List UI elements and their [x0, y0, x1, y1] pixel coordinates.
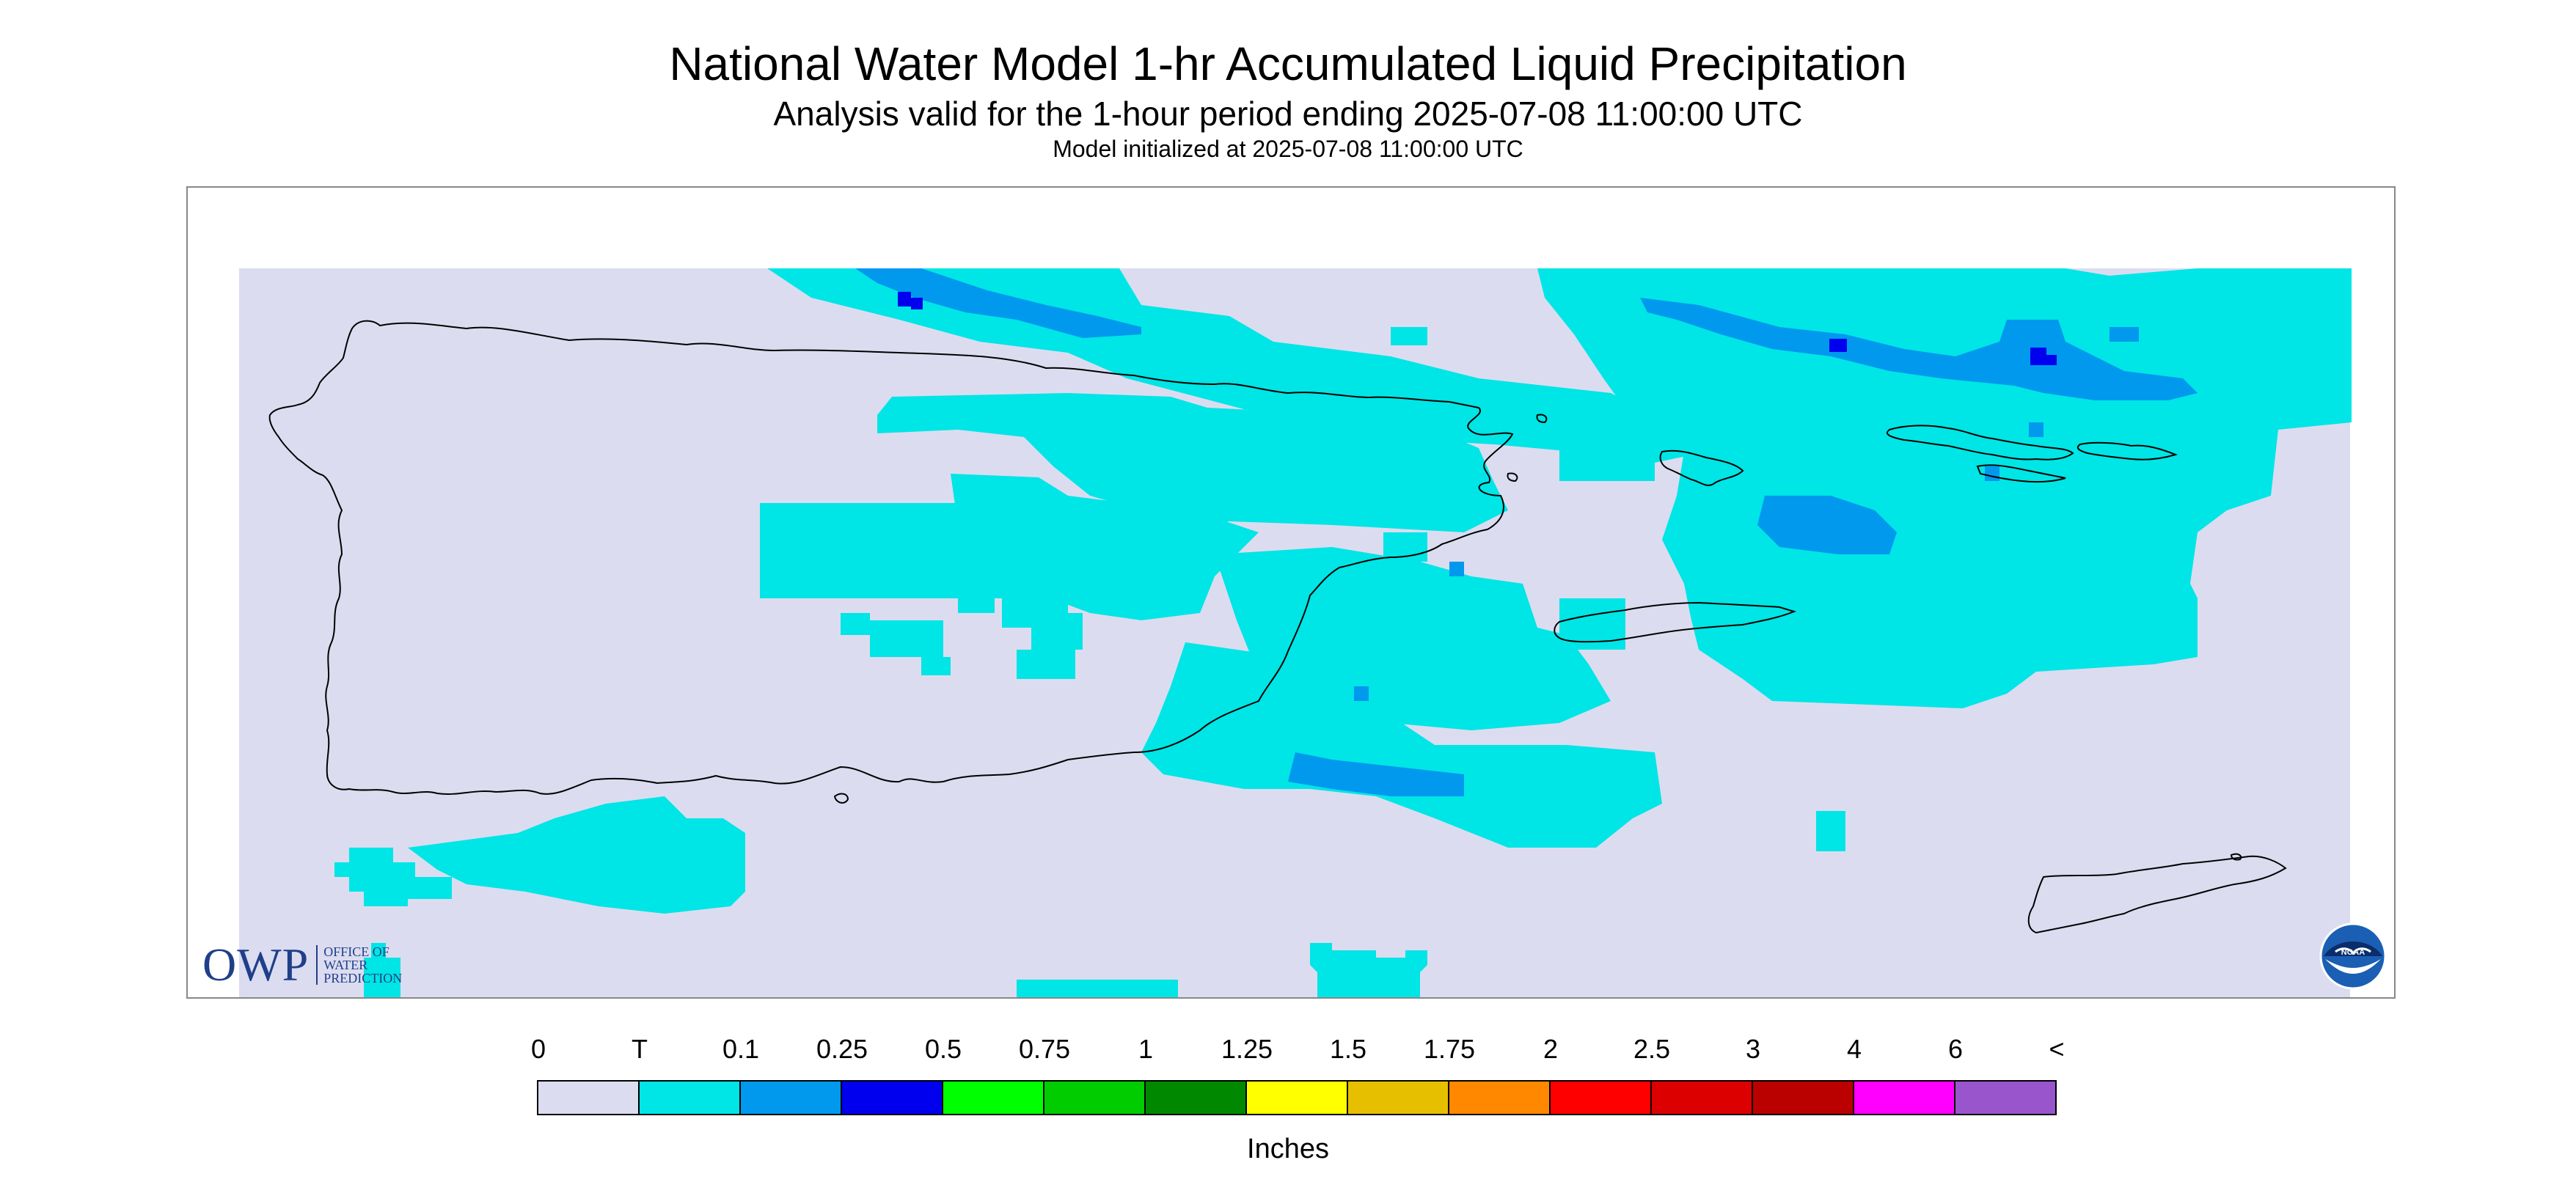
owp-logo-subtitle: OFFICE OF WATER PREDICTION — [316, 945, 402, 985]
coastlines — [268, 320, 2287, 934]
vieques-coast — [1554, 601, 1797, 643]
model-init-line: Model initialized at 2025-07-08 11:00:00… — [1053, 136, 1523, 162]
legend-swatch — [1854, 1082, 1955, 1114]
st-john-coast — [2076, 441, 2178, 460]
legend-tick-label: 1.75 — [1423, 1034, 1476, 1064]
legend-swatch — [1753, 1082, 1854, 1114]
legend-tick-label: 0.75 — [1018, 1034, 1071, 1064]
legend-tick-label: 2 — [1543, 1034, 1559, 1064]
st-croix-coast — [2027, 855, 2287, 934]
owp-logo-mark: OWP — [202, 939, 310, 991]
legend-swatch — [943, 1082, 1044, 1114]
legend-swatch — [538, 1082, 640, 1114]
noaa-logo: NOAA — [2319, 922, 2387, 990]
precip-0.25-areas — [898, 292, 2057, 365]
legend-tick-label: 0.25 — [816, 1034, 868, 1064]
legend-color-bar — [537, 1080, 2057, 1115]
tortola-coast — [1976, 464, 2066, 483]
map-subtitle: Analysis valid for the 1-hour period end… — [773, 95, 1803, 133]
culebra-coast — [1659, 449, 1744, 486]
legend-tick-label: 0.5 — [924, 1034, 962, 1064]
legend-swatch — [1247, 1082, 1348, 1114]
legend-tick-label: 6 — [1947, 1034, 1964, 1064]
legend-swatch — [1551, 1082, 1652, 1114]
desecheo-coast — [833, 793, 849, 804]
legend-tick-labels: 0 T 0.1 0.25 0.5 0.75 1 1.25 1.5 1.75 2 … — [0, 1034, 2576, 1071]
legend-tick-label: 0 — [530, 1034, 546, 1064]
legend-tick-label: < — [2049, 1034, 2065, 1064]
owp-logo-line: WATER — [323, 958, 368, 972]
owp-logo-line: OFFICE OF — [323, 944, 389, 959]
puerto-rico-coast — [268, 320, 1514, 795]
precip-trace-areas — [334, 268, 2352, 997]
precip-0.1-areas — [855, 268, 2198, 796]
legend-swatch — [741, 1082, 842, 1114]
st-thomas-coast — [1886, 425, 2074, 460]
noaa-logo-text: NOAA — [2341, 948, 2365, 957]
legend-tick-label: 1.25 — [1221, 1034, 1273, 1064]
legend-tick-label: 3 — [1745, 1034, 1761, 1064]
legend-tick-label: 2.5 — [1633, 1034, 1671, 1064]
legend-swatch — [1449, 1082, 1551, 1114]
legend-tick-label: 1 — [1138, 1034, 1154, 1064]
legend-swatch — [1348, 1082, 1449, 1114]
legend-tick-label: 1.5 — [1329, 1034, 1367, 1064]
precipitation-map: OWP OFFICE OF WATER PREDICTION NOAA — [186, 186, 2396, 999]
legend-tick-label: T — [632, 1034, 648, 1064]
owp-logo: OWP OFFICE OF WATER PREDICTION — [202, 941, 402, 988]
legend-tick-label: 4 — [1846, 1034, 1862, 1064]
legend-swatch — [1652, 1082, 1753, 1114]
legend-swatch — [1955, 1082, 2055, 1114]
legend-tick-label: 0.1 — [722, 1034, 760, 1064]
legend-swatch — [640, 1082, 741, 1114]
legend-swatch — [1146, 1082, 1247, 1114]
owp-logo-line: PREDICTION — [323, 971, 403, 985]
legend-swatch — [1044, 1082, 1146, 1114]
legend-unit-label: Inches — [1247, 1134, 1329, 1164]
map-title: National Water Model 1-hr Accumulated Li… — [669, 37, 1907, 90]
legend-swatch — [842, 1082, 943, 1114]
